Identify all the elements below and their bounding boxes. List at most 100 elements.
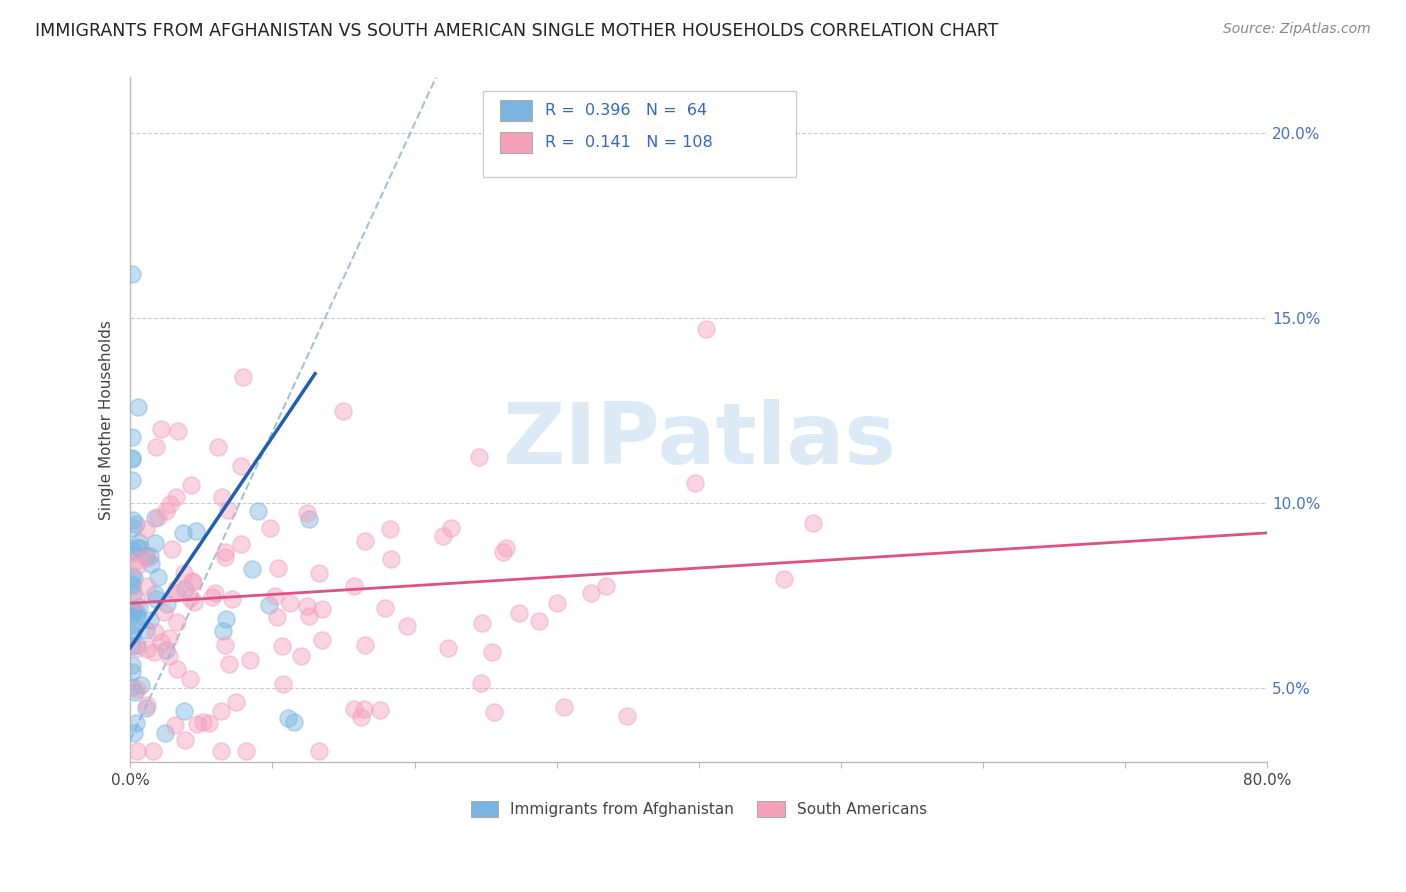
Point	[121, 608, 143, 623]
Point	[139, 549, 162, 564]
Point	[271, 676, 294, 690]
Point	[616, 708, 638, 723]
Point	[159, 497, 181, 511]
Point	[135, 579, 157, 593]
Point	[211, 624, 233, 638]
Point	[122, 513, 145, 527]
Point	[297, 506, 319, 520]
Point	[204, 586, 226, 600]
Point	[165, 490, 187, 504]
Y-axis label: Single Mother Households: Single Mother Households	[100, 320, 114, 520]
Point	[127, 553, 149, 567]
Point	[135, 549, 157, 564]
Point	[165, 582, 187, 596]
Point	[157, 649, 180, 664]
Point	[135, 550, 157, 565]
Point	[186, 717, 208, 731]
Point	[278, 596, 301, 610]
Point	[122, 521, 145, 535]
Point	[353, 534, 375, 549]
Point	[378, 522, 401, 536]
Point	[165, 718, 187, 732]
Point	[201, 590, 224, 604]
Point	[139, 613, 162, 627]
Point	[166, 615, 188, 630]
Point	[121, 451, 143, 466]
Point	[162, 542, 184, 557]
Point	[125, 610, 148, 624]
Point	[683, 476, 706, 491]
Point	[122, 571, 145, 585]
Point	[380, 552, 402, 566]
Point	[142, 744, 165, 758]
Point	[121, 665, 143, 679]
Point	[127, 606, 149, 620]
Point	[263, 589, 285, 603]
Point	[121, 602, 143, 616]
Point	[155, 504, 177, 518]
Point	[215, 612, 238, 626]
Point	[440, 521, 463, 535]
Point	[225, 695, 247, 709]
Point	[121, 577, 143, 591]
Point	[191, 715, 214, 730]
Point	[495, 541, 517, 556]
Point	[121, 639, 143, 653]
Point	[145, 592, 167, 607]
Point	[122, 603, 145, 617]
FancyBboxPatch shape	[482, 91, 796, 177]
Point	[240, 562, 263, 576]
Point	[332, 403, 354, 417]
Point	[127, 400, 149, 414]
Point	[174, 733, 197, 747]
Point	[136, 642, 159, 657]
Point	[343, 579, 366, 593]
Text: R =  0.396   N =  64: R = 0.396 N = 64	[546, 103, 707, 118]
Point	[129, 678, 152, 692]
Point	[166, 662, 188, 676]
Point	[235, 744, 257, 758]
Point	[122, 725, 145, 739]
Point	[172, 526, 194, 541]
Point	[311, 633, 333, 648]
Point	[298, 608, 321, 623]
Point	[211, 490, 233, 504]
Point	[197, 716, 219, 731]
Point	[127, 558, 149, 573]
Point	[121, 579, 143, 593]
Point	[121, 267, 143, 281]
Point	[121, 569, 143, 583]
Point	[153, 605, 176, 619]
Point	[695, 322, 717, 336]
Point	[186, 524, 208, 538]
Point	[121, 473, 143, 487]
Point	[298, 512, 321, 526]
Point	[166, 424, 188, 438]
Point	[271, 640, 294, 654]
Legend: Immigrants from Afghanistan, South Americans: Immigrants from Afghanistan, South Ameri…	[464, 795, 934, 823]
Point	[179, 672, 201, 686]
Point	[128, 534, 150, 549]
Point	[350, 710, 373, 724]
Point	[801, 516, 824, 530]
Point	[257, 598, 280, 612]
Text: R =  0.141   N = 108: R = 0.141 N = 108	[546, 135, 713, 150]
Point	[125, 638, 148, 652]
Text: IMMIGRANTS FROM AFGHANISTAN VS SOUTH AMERICAN SINGLE MOTHER HOUSEHOLDS CORRELATI: IMMIGRANTS FROM AFGHANISTAN VS SOUTH AME…	[35, 22, 998, 40]
Point	[143, 587, 166, 601]
Point	[148, 509, 170, 524]
Point	[125, 716, 148, 731]
Point	[127, 744, 149, 758]
Point	[125, 516, 148, 531]
Point	[129, 541, 152, 555]
Point	[482, 705, 505, 719]
Point	[468, 450, 491, 464]
Point	[529, 614, 551, 628]
Point	[290, 649, 312, 664]
Point	[772, 572, 794, 586]
Point	[173, 566, 195, 581]
Point	[396, 619, 419, 633]
Point	[139, 557, 162, 571]
Point	[121, 628, 143, 642]
Point	[173, 582, 195, 597]
